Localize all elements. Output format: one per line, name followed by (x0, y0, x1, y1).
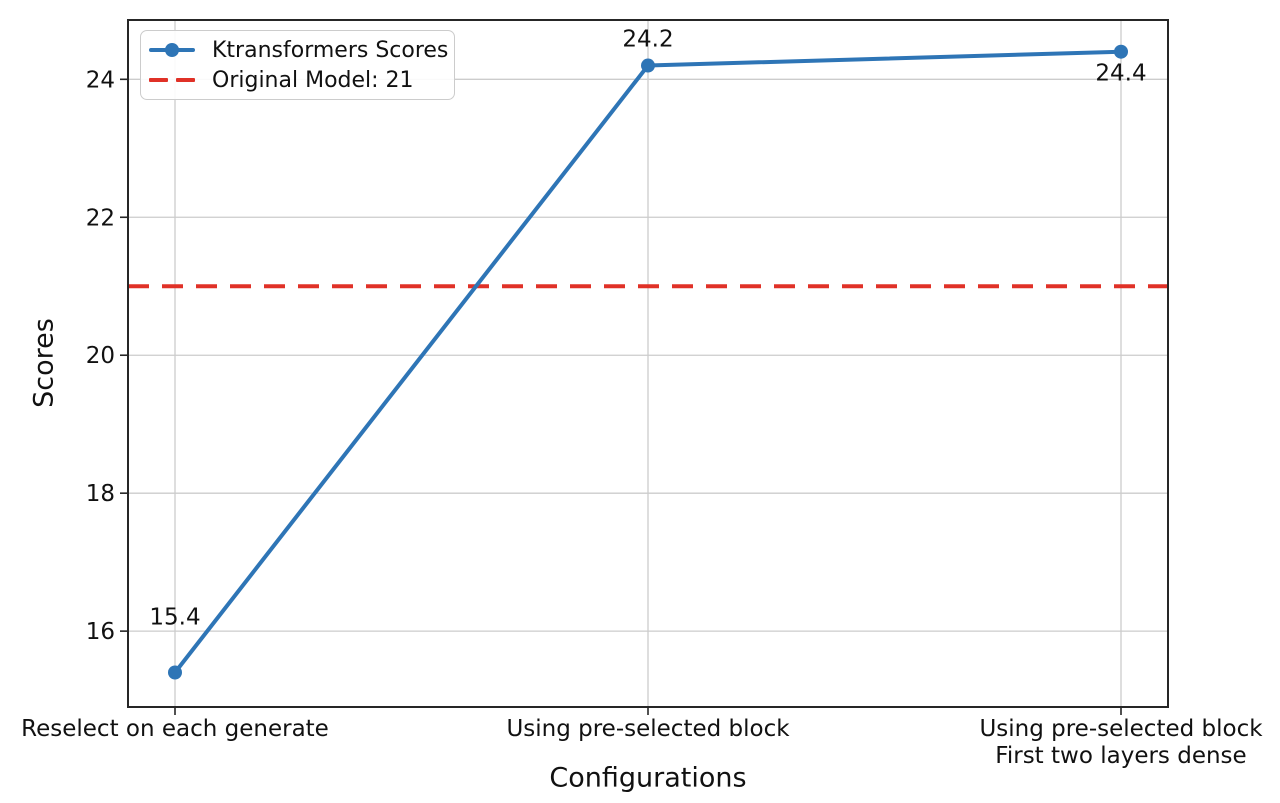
y-tick-label: 20 (86, 343, 115, 369)
dashed-line-icon (149, 72, 195, 88)
x-tick-label: First two layers dense (995, 743, 1246, 769)
data-point-marker (641, 58, 655, 73)
x-tick-label: Using pre-selected block (506, 716, 790, 742)
y-tick-label: 22 (86, 205, 115, 231)
data-point-value-label: 15.4 (149, 605, 200, 631)
y-tick-label: 24 (86, 67, 115, 93)
data-point-value-label: 24.4 (1095, 61, 1146, 87)
y-axis-label: Scores (28, 318, 60, 408)
legend-item-ktransformers-scores: Ktransformers Scores (149, 35, 448, 65)
legend-item-original-model: Original Model: 21 (149, 65, 442, 95)
data-point-marker (1114, 44, 1128, 59)
legend-dash-sample (149, 78, 168, 82)
y-tick-label: 18 (86, 481, 115, 507)
x-tick-label: Reselect on each generate (21, 716, 329, 742)
data-point-value-label: 24.2 (622, 27, 673, 53)
legend-label-reference: Original Model: 21 (212, 67, 414, 93)
legend-marker-dot (165, 43, 179, 57)
y-tick-label: 16 (86, 619, 115, 645)
data-point-marker (168, 665, 182, 680)
legend-label-series: Ktransformers Scores (212, 37, 449, 63)
x-axis-label: Configurations (549, 762, 747, 794)
legend: Ktransformers Scores Original Model: 21 (140, 30, 455, 100)
x-tick-label: Using pre-selected block (979, 716, 1263, 742)
line-with-marker-icon (149, 42, 195, 58)
legend-dash-sample (176, 78, 195, 82)
